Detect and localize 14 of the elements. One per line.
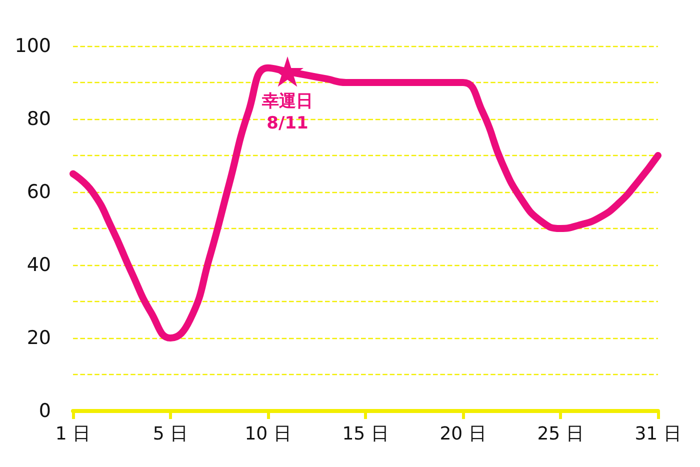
y-tick-label: 100: [14, 35, 51, 57]
x-tick-label: 20 日: [440, 424, 486, 444]
y-tick-label: 60: [26, 181, 51, 203]
y-tick-label: 20: [26, 327, 51, 349]
x-tick-label: 1 日: [55, 424, 91, 444]
y-tick-label: 80: [26, 108, 51, 130]
x-tick-label: 15 日: [342, 424, 389, 444]
y-tick-label: 0: [38, 400, 51, 422]
x-tick-label: 5 日: [152, 424, 188, 444]
x-tick-label: 31 日: [634, 424, 682, 444]
x-tick-label: 25 日: [537, 424, 584, 444]
y-tick-label: 40: [26, 254, 51, 276]
annotation: 幸運日 8/11: [261, 92, 313, 134]
x-tick-label: 10 日: [244, 424, 292, 444]
